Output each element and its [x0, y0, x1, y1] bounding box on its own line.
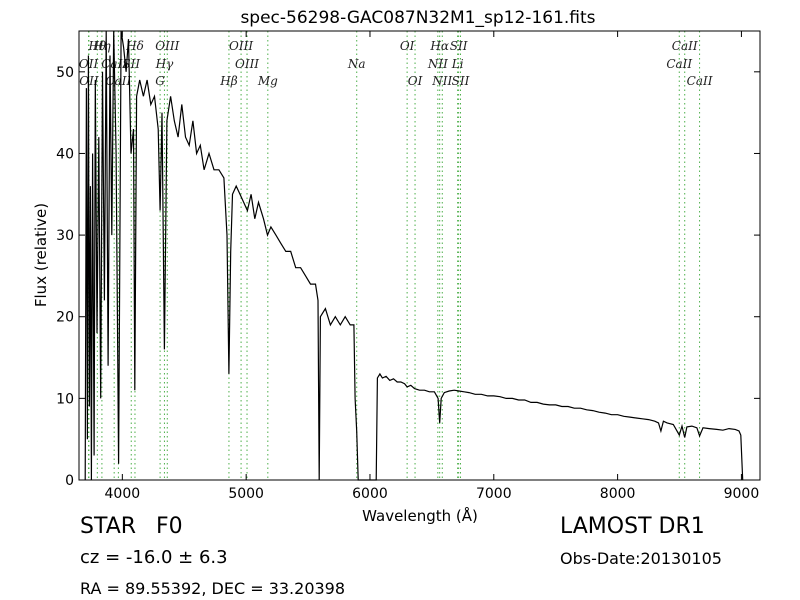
chart-title: spec-56298-GAC087N32M1_sp12-161.fits — [240, 8, 595, 28]
subclass-label: F0 — [156, 514, 183, 539]
spectrum-line — [84, 30, 744, 481]
plot-frame — [78, 30, 761, 481]
redshift-label: cz = -16.0 ± 6.3 — [80, 547, 228, 568]
line-marker-label: Hγ — [155, 57, 174, 71]
object-class-label: STAR — [80, 514, 137, 539]
y-tick-label: 20 — [56, 310, 74, 326]
coords-label: RA = 89.55392, DEC = 33.20398 — [80, 579, 346, 598]
x-tick-label: 7000 — [476, 486, 512, 502]
line-marker-label: OIII — [155, 39, 179, 53]
y-tick-label: 0 — [65, 473, 74, 489]
x-tick-label: 9000 — [724, 486, 760, 502]
line-marker-label: Hβ — [219, 74, 237, 88]
line-marker-label: OIII — [235, 57, 259, 71]
obs-date-label: Obs-Date:20130105 — [560, 549, 722, 568]
object-class: STAR F0 — [80, 514, 183, 539]
line-marker-label: Hη — [92, 39, 111, 53]
line-marker-label: OI — [400, 39, 415, 53]
line-marker-label: Hα — [429, 39, 449, 53]
x-axis: 4000 5000 6000 7000 8000 9000 — [105, 31, 760, 502]
line-marker-label: OI — [408, 74, 423, 88]
y-tick-label: 40 — [56, 146, 74, 162]
x-tick-label: 6000 — [352, 486, 388, 502]
line-marker-label: G — [155, 74, 165, 88]
line-marker-label: SII — [450, 39, 468, 53]
line-marker-label: CaII — [672, 39, 698, 53]
line-marker-label: CaII — [687, 74, 713, 88]
line-markers — [88, 31, 701, 480]
line-marker-label: Mg — [257, 74, 278, 88]
x-tick-label: 8000 — [600, 486, 636, 502]
line-marker-label: Hδ — [125, 39, 144, 53]
line-marker-label: NII — [431, 74, 452, 88]
y-tick-label: 10 — [56, 391, 74, 407]
line-marker-label: Na — [347, 57, 366, 71]
survey-label: LAMOST DR1 — [560, 514, 705, 539]
y-axis-label: Flux (relative) — [32, 203, 50, 307]
line-marker-label: Hθ — [87, 39, 106, 53]
line-marker-label: Li — [451, 57, 464, 71]
y-tick-label: 30 — [56, 228, 74, 244]
line-marker-label: NII — [427, 57, 448, 71]
x-tick-label: 5000 — [228, 486, 264, 502]
line-marker-label: CaII — [666, 57, 692, 71]
line-marker-label: OIII — [229, 39, 253, 53]
line-marker-label: SII — [452, 74, 470, 88]
y-axis: 0 10 20 30 40 50 — [56, 65, 760, 489]
y-tick-label: 50 — [56, 65, 74, 81]
x-tick-label: 4000 — [105, 486, 141, 502]
x-axis-label: Wavelength (Å) — [362, 506, 478, 525]
line-marker-label: CaII — [105, 74, 131, 88]
